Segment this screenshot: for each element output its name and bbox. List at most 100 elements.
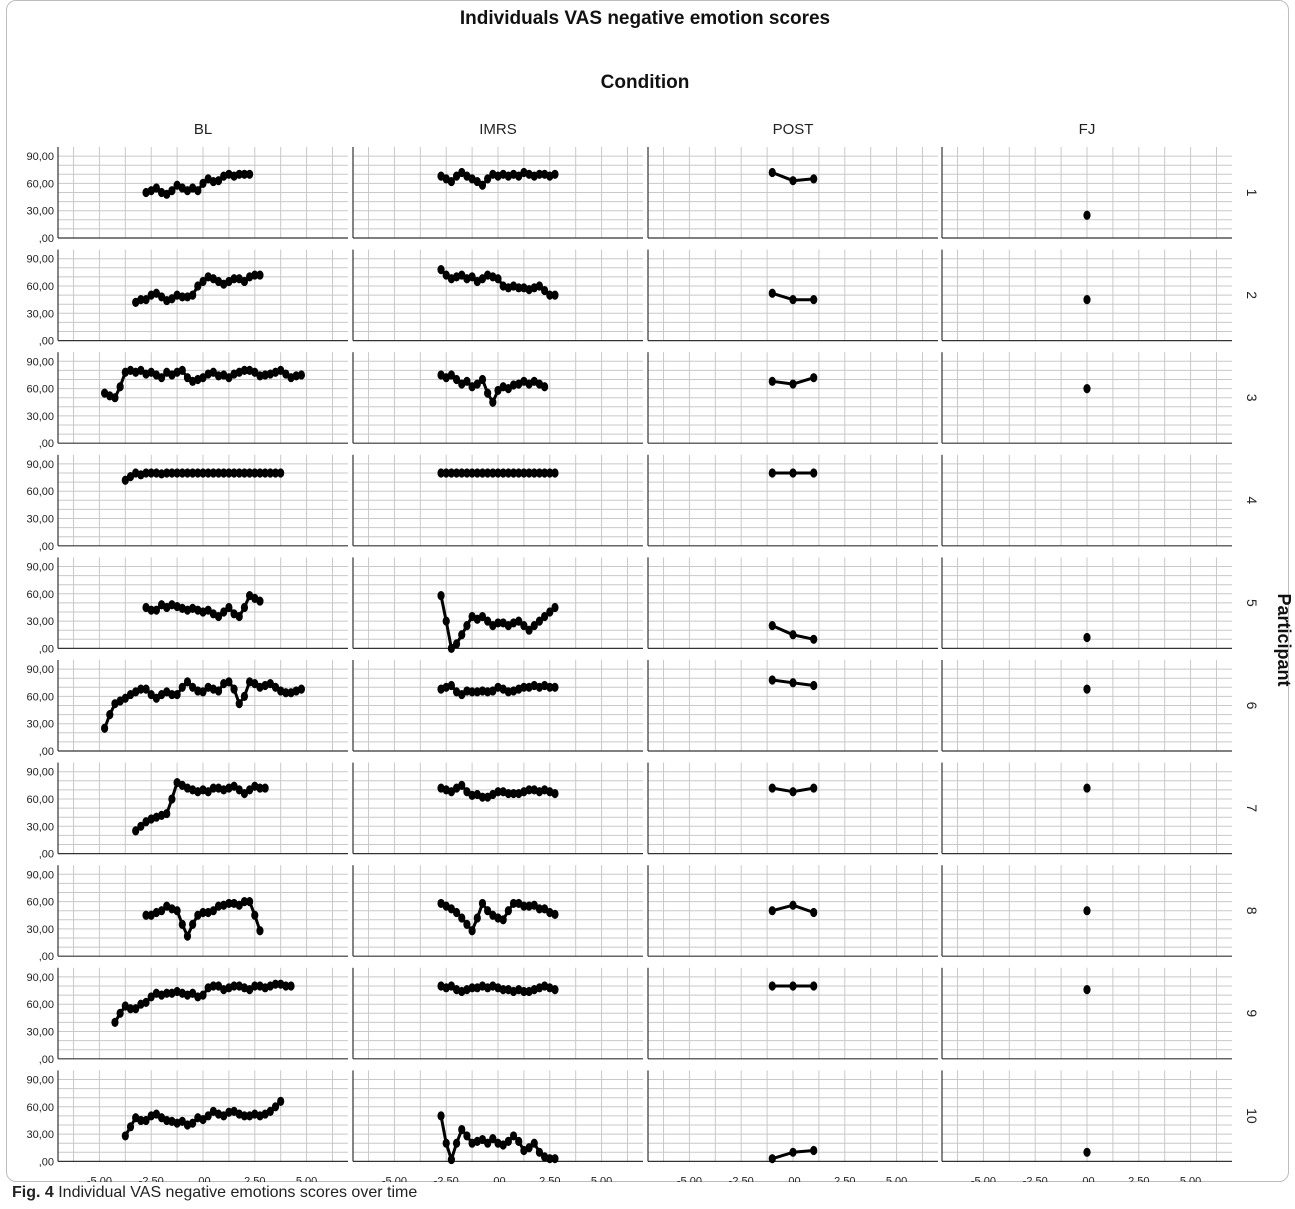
- data-point-p6-POST: [789, 678, 797, 688]
- data-point-p2-IMRS: [535, 281, 544, 291]
- data-point-p1-BL: [214, 176, 223, 186]
- data-point-p3-POST: [789, 379, 797, 389]
- data-point-p7-POST: [789, 787, 797, 797]
- data-point-p4-BL: [246, 468, 254, 478]
- data-point-p1-BL: [168, 186, 176, 196]
- x-tick-label: 2,50: [1128, 1175, 1149, 1182]
- data-point-p2-BL: [199, 276, 207, 287]
- data-point-p8-IMRS: [509, 898, 518, 909]
- data-point-p10-BL: [142, 1115, 150, 1126]
- data-point-p10-BL: [266, 1106, 274, 1116]
- data-point-p5-IMRS: [535, 616, 544, 626]
- y-tick-label: ,00: [39, 1054, 54, 1066]
- data-point-p4-BL: [240, 468, 249, 478]
- column-title: Condition: [601, 72, 690, 93]
- data-point-p4-BL: [147, 468, 155, 478]
- y-tick-label: 90,00: [26, 459, 54, 471]
- data-point-p4-IMRS: [499, 468, 507, 478]
- data-point-p4-IMRS: [520, 468, 528, 478]
- data-point-p10-BL: [189, 1118, 197, 1128]
- row-label-1: 1: [1244, 189, 1260, 197]
- x-tick-label: -2,50: [729, 1175, 754, 1182]
- row-label-5: 5: [1244, 599, 1260, 607]
- data-point-p5-IMRS: [546, 607, 554, 617]
- x-tick-label: ,00: [1079, 1175, 1094, 1182]
- x-tick-label: 2,50: [244, 1175, 265, 1182]
- y-tick-label: ,00: [39, 643, 54, 655]
- data-point-p1-POST: [768, 167, 776, 178]
- data-point-p6-BL: [178, 682, 186, 692]
- data-point-p3-BL: [157, 373, 166, 383]
- x-tick-label: 2,50: [834, 1175, 855, 1182]
- data-point-p4-IMRS: [530, 468, 538, 478]
- data-point-p6-BL: [137, 684, 145, 694]
- data-point-p5-IMRS: [541, 611, 549, 622]
- data-point-p10-BL: [204, 1111, 212, 1121]
- data-point-p4-BL: [214, 468, 223, 478]
- data-point-p4-IMRS: [447, 468, 455, 478]
- y-tick-label: 30,00: [26, 411, 54, 423]
- x-tick-label: 5,00: [886, 1175, 907, 1182]
- data-point-p8-POST: [789, 900, 797, 910]
- data-point-p6-BL: [240, 691, 249, 702]
- data-point-p6-BL: [199, 687, 207, 697]
- data-point-p4-IMRS: [473, 468, 481, 478]
- data-point-p6-BL: [173, 689, 181, 700]
- y-tick-label: 90,00: [26, 972, 54, 984]
- data-point-p3-IMRS: [473, 379, 481, 389]
- data-point-p10-BL: [277, 1096, 285, 1106]
- data-point-p1-FJ: [1083, 210, 1091, 220]
- data-point-p10-IMRS: [515, 1136, 523, 1146]
- data-point-p9-BL: [126, 1004, 135, 1014]
- data-point-p3-IMRS: [463, 376, 471, 386]
- data-point-p8-IMRS: [551, 909, 559, 919]
- data-point-p4-IMRS: [535, 468, 544, 478]
- data-point-p5-IMRS: [551, 602, 559, 613]
- data-point-p8-BL: [246, 897, 254, 907]
- data-point-p8-IMRS: [484, 906, 492, 916]
- data-point-p10-IMRS: [551, 1154, 559, 1164]
- data-point-p8-BL: [225, 898, 233, 909]
- data-point-p1-BL: [246, 169, 254, 179]
- y-tick-label: 60,00: [26, 178, 54, 190]
- data-point-p5-POST: [768, 621, 776, 631]
- y-tick-label: ,00: [39, 541, 54, 553]
- y-tick-label: ,00: [39, 233, 54, 245]
- data-point-p4-POST: [789, 468, 797, 478]
- data-point-p7-IMRS: [494, 787, 502, 797]
- data-point-p4-BL: [178, 468, 186, 478]
- data-point-p5-IMRS: [520, 621, 528, 631]
- column-header-IMRS: IMRS: [479, 121, 517, 138]
- x-tick-label: -5,00: [971, 1175, 996, 1182]
- data-point-p2-BL: [178, 292, 186, 302]
- data-point-p4-BL: [199, 468, 207, 478]
- data-point-p1-BL: [235, 169, 243, 179]
- data-point-p4-IMRS: [484, 468, 492, 478]
- data-point-p6-BL: [282, 688, 290, 698]
- data-point-p8-BL: [240, 897, 249, 907]
- data-point-p7-BL: [163, 808, 171, 819]
- y-tick-label: 30,00: [26, 821, 54, 833]
- row-label-7: 7: [1244, 804, 1260, 812]
- data-point-p8-POST: [768, 906, 776, 916]
- x-tick-label: -2,50: [434, 1175, 459, 1182]
- y-tick-label: 60,00: [26, 999, 54, 1011]
- y-tick-label: ,00: [39, 849, 54, 861]
- data-point-p10-IMRS: [525, 1143, 533, 1153]
- data-point-p7-FJ: [1083, 783, 1091, 793]
- data-point-p4-BL: [225, 468, 233, 478]
- data-point-p3-IMRS: [489, 397, 497, 407]
- data-point-p4-BL: [173, 468, 181, 478]
- data-point-p10-IMRS: [484, 1138, 492, 1148]
- data-point-p10-IMRS: [509, 1131, 518, 1141]
- data-point-p2-IMRS: [541, 285, 549, 296]
- y-tick-label: 30,00: [26, 719, 54, 731]
- data-point-p4-BL: [220, 468, 228, 478]
- data-point-p4-IMRS: [494, 468, 502, 478]
- data-point-p4-BL: [142, 468, 150, 478]
- x-tick-label: 5,00: [296, 1175, 317, 1182]
- data-point-p6-IMRS: [520, 682, 528, 692]
- data-point-p8-IMRS: [535, 904, 544, 914]
- y-tick-label: 30,00: [26, 308, 54, 320]
- data-point-p9-POST: [789, 981, 797, 991]
